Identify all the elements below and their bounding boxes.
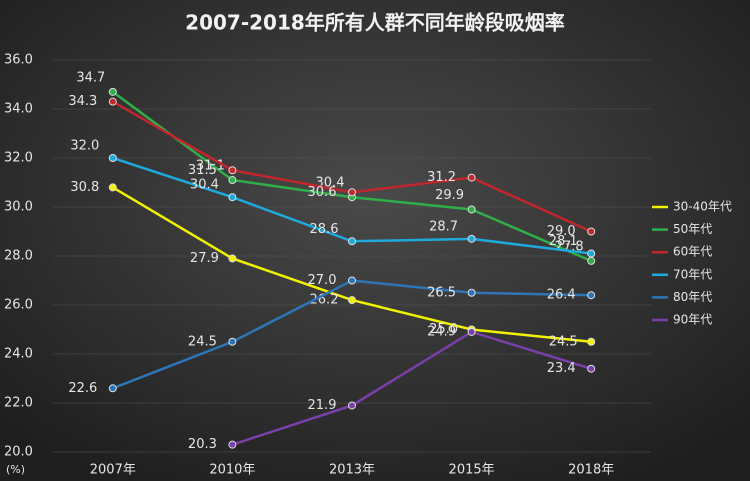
point xyxy=(587,364,596,373)
point xyxy=(348,237,356,246)
point xyxy=(467,288,476,297)
value-label: 26.4 xyxy=(547,288,576,303)
value-label: 24.5 xyxy=(549,334,578,349)
value-label: 28.1 xyxy=(549,234,578,249)
point xyxy=(587,256,596,265)
value-label: 30.6 xyxy=(308,185,337,200)
y-tick-label: 34.0 xyxy=(4,102,33,117)
point xyxy=(108,87,117,96)
x-tick-label: 2010年 xyxy=(209,463,255,478)
point xyxy=(228,176,237,185)
point xyxy=(228,193,237,202)
value-label: 30.8 xyxy=(70,180,99,195)
point xyxy=(467,173,476,182)
point xyxy=(587,249,596,258)
y-tick-label: 36.0 xyxy=(4,53,33,68)
y-tick-label: 30.0 xyxy=(4,200,33,215)
point xyxy=(587,227,596,236)
y-tick-label: 32.0 xyxy=(4,151,33,166)
value-label: 28.6 xyxy=(310,222,339,237)
point xyxy=(228,440,237,449)
y-tick-label: 28.0 xyxy=(4,249,33,264)
legend-label: 50年代 xyxy=(673,222,712,236)
value-label: 27.0 xyxy=(308,273,337,288)
value-label: 27.9 xyxy=(190,251,219,266)
point xyxy=(348,276,356,285)
legend-label: 60年代 xyxy=(673,245,712,259)
value-label: 26.5 xyxy=(427,285,456,300)
x-tick-label: 2013年 xyxy=(329,463,375,478)
value-label: 24.5 xyxy=(188,334,217,349)
legend-label: 80年代 xyxy=(673,290,712,304)
value-label: 22.6 xyxy=(68,381,97,396)
x-tick-label: 2007年 xyxy=(90,463,136,478)
point xyxy=(108,97,117,106)
value-label: 29.9 xyxy=(435,188,464,203)
point xyxy=(587,291,596,300)
value-label: 21.9 xyxy=(308,398,337,413)
value-label: 23.4 xyxy=(547,361,576,376)
value-label: 26.2 xyxy=(310,293,339,308)
point xyxy=(348,401,356,410)
point xyxy=(348,188,356,197)
value-label: 24.9 xyxy=(427,324,456,339)
chart-title: 2007-2018年所有人群不同年龄段吸烟率 xyxy=(185,11,565,35)
y-tick-label: 20.0 xyxy=(4,445,33,460)
value-label: 25.0 xyxy=(429,322,458,337)
x-tick-label: 2018年 xyxy=(568,463,614,478)
value-label: 31.2 xyxy=(427,170,456,185)
value-label: 20.3 xyxy=(188,437,217,452)
point xyxy=(108,384,117,393)
point xyxy=(467,327,476,336)
point xyxy=(228,337,237,346)
y-tick-label: 24.0 xyxy=(4,347,33,362)
point xyxy=(108,154,117,162)
point xyxy=(467,234,476,243)
value-label: 29.0 xyxy=(547,224,576,239)
point xyxy=(587,337,596,346)
y-tick-label: 26.0 xyxy=(4,298,33,313)
value-label: 28.7 xyxy=(429,219,458,234)
value-label: 30.4 xyxy=(190,178,219,193)
series-line xyxy=(232,330,592,446)
point xyxy=(348,296,356,305)
point xyxy=(228,166,237,175)
point xyxy=(228,254,237,263)
legend-label: 90年代 xyxy=(673,313,712,327)
value-label: 34.7 xyxy=(76,70,105,85)
point xyxy=(108,183,117,192)
value-label: 32.0 xyxy=(70,139,99,154)
legend-label: 30-40年代 xyxy=(673,200,732,214)
value-label: 31.5 xyxy=(188,163,217,178)
y-unit: (%) xyxy=(6,463,25,476)
value-label: 34.3 xyxy=(68,94,97,109)
y-tick-label: 22.0 xyxy=(4,396,33,411)
point xyxy=(467,205,476,214)
x-tick-label: 2015年 xyxy=(449,463,495,478)
legend-label: 70年代 xyxy=(673,267,712,281)
